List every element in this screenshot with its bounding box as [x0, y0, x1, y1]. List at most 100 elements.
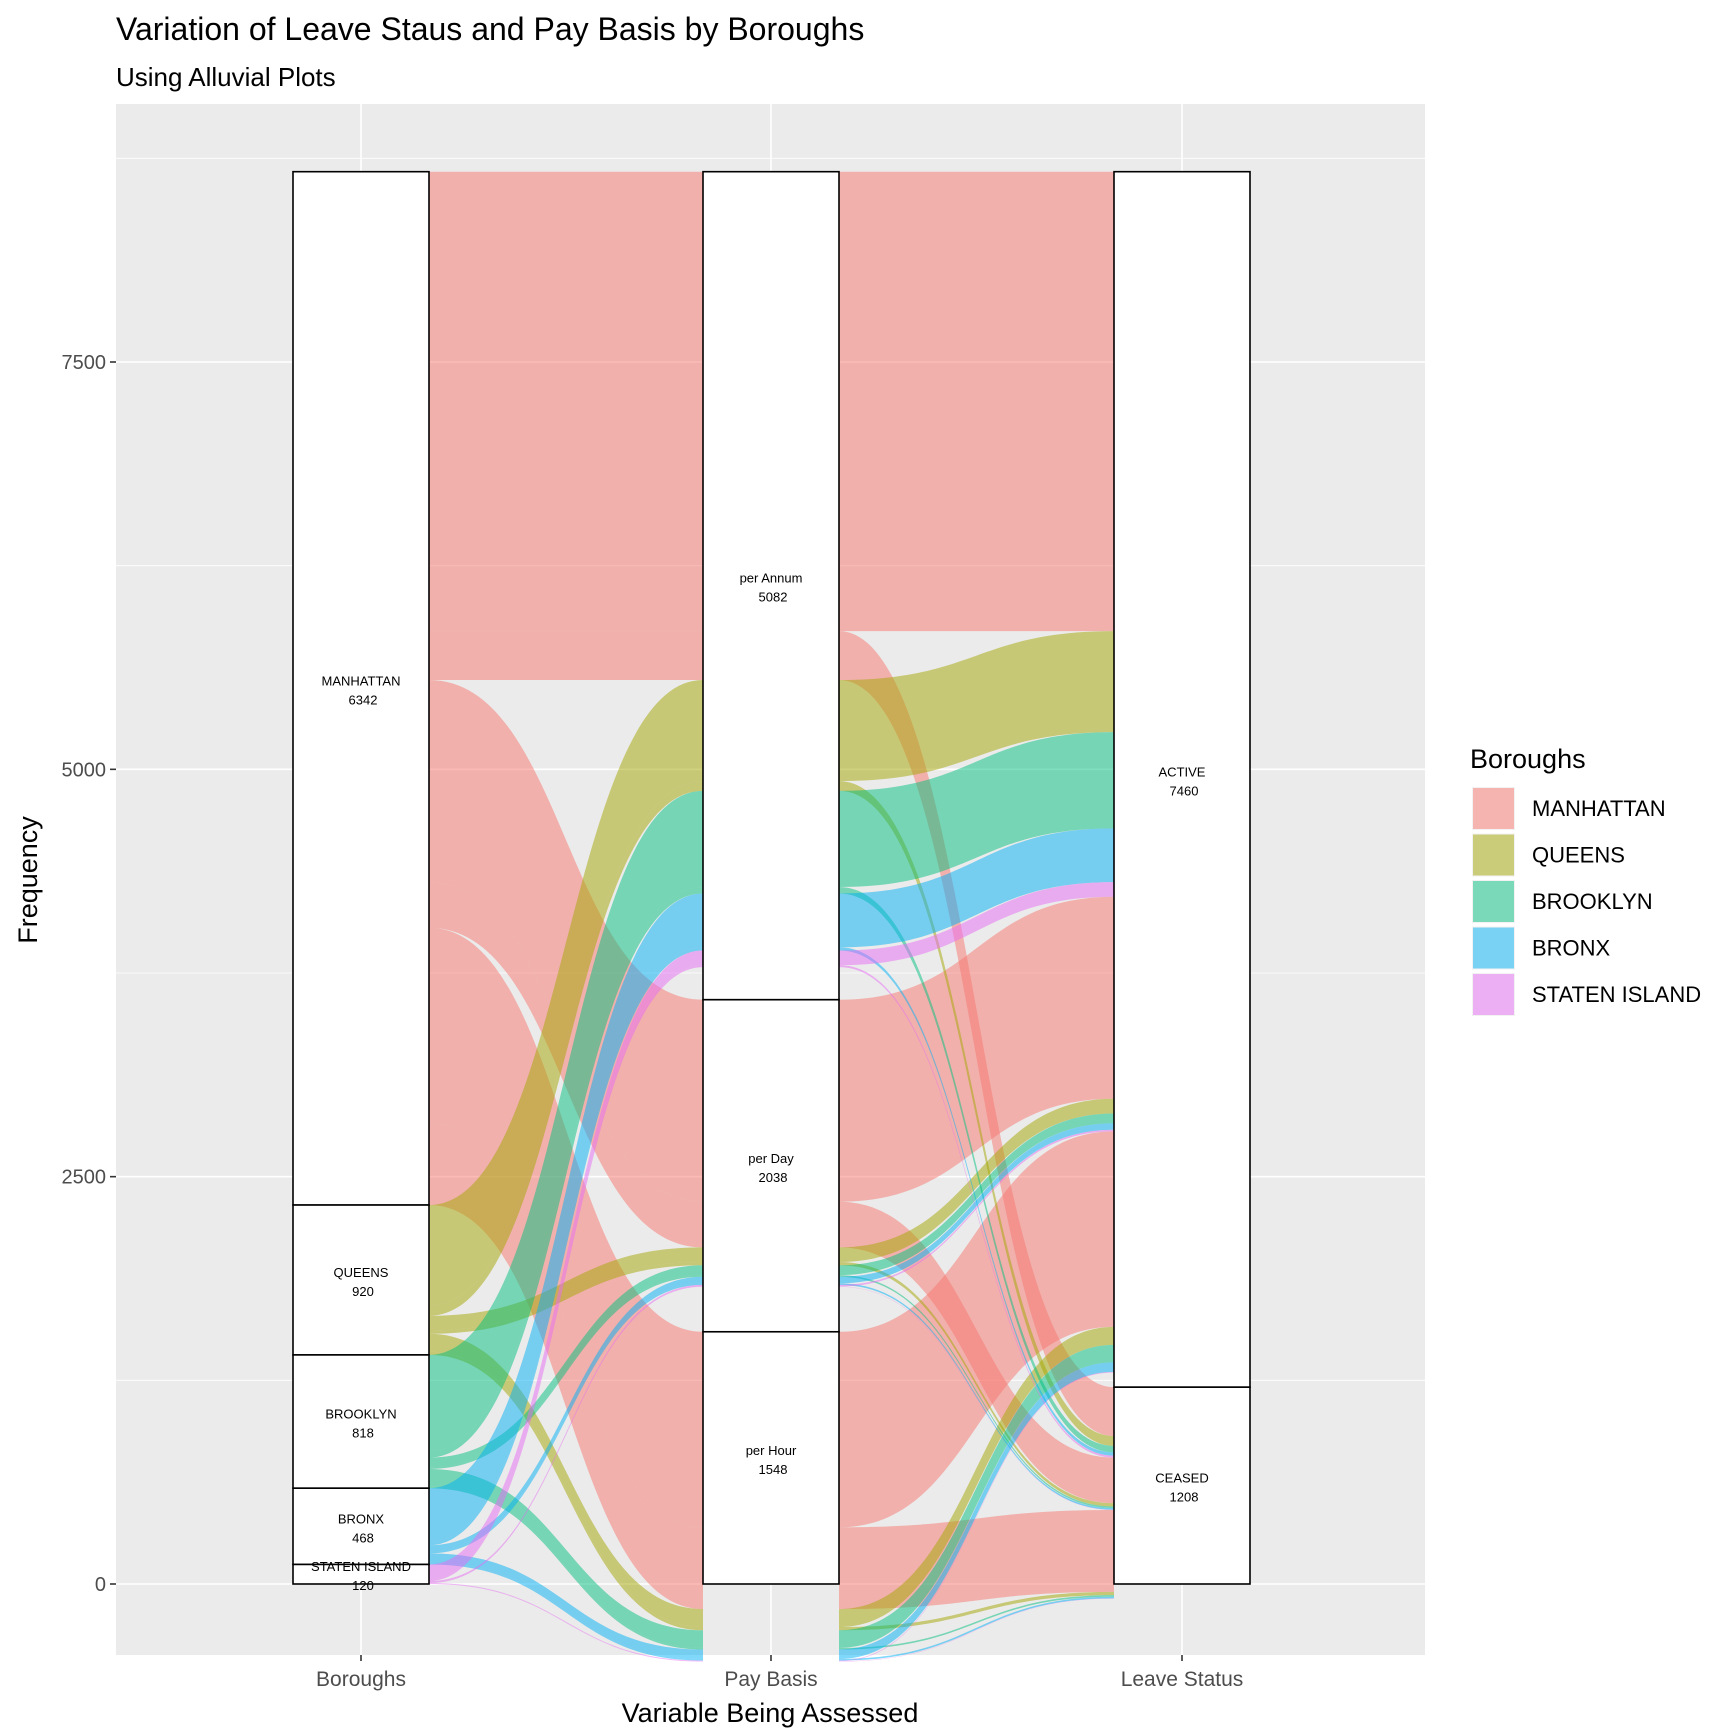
stratum-count: 7460 — [1170, 783, 1199, 798]
flow-queens — [429, 1351, 703, 1631]
flow-bronx — [839, 828, 1114, 948]
y-axis-title: Frequency — [13, 816, 43, 944]
stratum-label: per Annum — [740, 571, 803, 586]
flow-bronx — [429, 1276, 703, 1552]
legend-key — [1473, 834, 1514, 876]
flow-staten-island — [839, 965, 1114, 1458]
stratum-box — [292, 1563, 430, 1585]
stratum-count: 1548 — [759, 1462, 788, 1477]
flow-bronx — [429, 1553, 703, 1659]
flow-queens — [429, 680, 703, 1307]
flow-staten-island — [839, 882, 1114, 966]
flow-queens — [839, 1098, 1114, 1263]
y-tick-label: 2500 — [62, 1167, 107, 1189]
flow-bronx — [429, 893, 703, 1542]
flow-queens — [839, 1326, 1114, 1628]
flow-staten-island — [429, 1583, 703, 1662]
stratum-count: 2038 — [759, 1170, 788, 1185]
legend-title: Boroughs — [1470, 744, 1586, 774]
legend-key — [1473, 881, 1514, 922]
flow-staten-island — [839, 1598, 1114, 1662]
flow-staten-island — [429, 950, 703, 1580]
x-tick-label: Pay Basis — [724, 1668, 817, 1691]
y-tick-label: 0 — [95, 1574, 106, 1596]
flow-queens — [839, 631, 1114, 782]
flow-staten-island — [839, 1129, 1114, 1287]
stratum-label: per Day — [748, 1151, 794, 1166]
flow-manhattan — [429, 631, 703, 681]
alluvial-flows — [429, 171, 1114, 1662]
flow-manhattan — [429, 171, 703, 632]
flow-manhattan — [839, 171, 1114, 632]
flow-queens — [839, 1591, 1114, 1631]
legend: Boroughs MANHATTAN QUEENS BROOKLYN BRONX STA… — [1470, 744, 1701, 1016]
stratum-label: ACTIVE — [1159, 764, 1206, 779]
flow-bronx — [839, 1123, 1114, 1284]
stratum-count: 120 — [352, 1578, 374, 1593]
legend-key — [1473, 788, 1514, 829]
flow-manhattan — [839, 896, 1114, 1202]
y-tick-label: 7500 — [62, 352, 107, 374]
flow-brooklyn — [429, 1468, 703, 1648]
x-axis-title: Variable Being Assessed — [622, 1698, 919, 1728]
stratum-box — [292, 1487, 430, 1566]
flow-queens — [429, 1333, 703, 1628]
flow-bronx — [839, 1362, 1114, 1659]
flow-manhattan — [429, 680, 703, 1202]
flow-staten-island — [429, 1583, 703, 1662]
stratum-box — [1113, 1386, 1251, 1585]
flow-queens — [429, 781, 703, 1316]
flow-queens — [839, 781, 1114, 1446]
stratum-count: 6342 — [349, 692, 378, 707]
flow-manhattan — [429, 882, 703, 1248]
legend-label: BRONX — [1532, 936, 1611, 961]
y-tick-label: 5000 — [62, 759, 107, 781]
stratum-label: BRONX — [338, 1511, 385, 1526]
flow-staten-island — [429, 1286, 703, 1584]
stratum-box — [702, 170, 840, 1001]
flow-staten-island — [429, 1284, 703, 1583]
legend-label: MANHATTAN — [1532, 796, 1666, 821]
flow-queens — [839, 1262, 1114, 1507]
legend-key — [1473, 927, 1514, 969]
stratum-label: CEASED — [1155, 1471, 1208, 1486]
x-tick-label: Boroughs — [316, 1668, 406, 1691]
stratum-label: QUEENS — [334, 1265, 389, 1280]
stratum-label: per Hour — [746, 1443, 797, 1458]
flow-brooklyn — [839, 1595, 1114, 1650]
flow-staten-island — [839, 1286, 1114, 1511]
stratum-label: MANHATTAN — [322, 673, 401, 688]
flow-brooklyn — [429, 1265, 703, 1468]
flow-brooklyn — [839, 732, 1114, 887]
flow-brooklyn — [429, 1275, 703, 1469]
flow-bronx — [839, 1596, 1114, 1661]
chart-subtitle: Using Alluvial Plots — [116, 62, 336, 92]
legend-label: BROOKLYN — [1532, 889, 1653, 914]
stratum-box — [702, 1330, 840, 1585]
x-tick-label: Leave Status — [1121, 1668, 1244, 1691]
flow-staten-island — [839, 1371, 1114, 1662]
legend-label: STATEN ISLAND — [1532, 982, 1701, 1007]
stratum-box — [292, 1204, 430, 1356]
chart-title: Variation of Leave Staus and Pay Basis b… — [116, 11, 864, 47]
stratum-label: STATEN ISLAND — [311, 1559, 411, 1574]
flow-staten-island — [429, 965, 703, 1582]
flow-manhattan — [839, 1131, 1114, 1528]
stratum-count: 5082 — [759, 590, 788, 605]
stratum-count: 818 — [352, 1426, 374, 1441]
flow-brooklyn — [839, 1113, 1114, 1276]
stratum-count: 468 — [352, 1530, 374, 1545]
flow-brooklyn — [839, 886, 1114, 1453]
flow-brooklyn — [839, 1344, 1114, 1648]
flow-brooklyn — [429, 1486, 703, 1650]
flow-brooklyn — [839, 1275, 1114, 1509]
stratum-box — [1113, 170, 1251, 1388]
stratum-box — [292, 170, 430, 1206]
stratum-box — [292, 1354, 430, 1489]
stratum-label: BROOKLYN — [325, 1407, 396, 1422]
stratum-box — [702, 998, 840, 1333]
legend-key — [1473, 974, 1514, 1015]
legend-label: QUEENS — [1532, 843, 1625, 868]
strata-boxes: MANHATTAN 6342 QUEENS 920 BROOKLYN 818 BRONX 46… — [292, 170, 1251, 1593]
